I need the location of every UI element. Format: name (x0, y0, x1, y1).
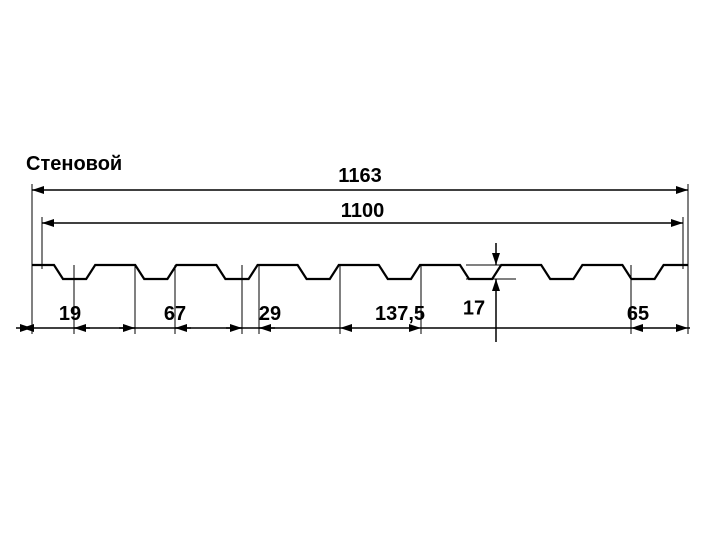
svg-text:1163: 1163 (338, 165, 381, 187)
svg-text:29: 29 (259, 303, 281, 325)
svg-text:19: 19 (59, 303, 81, 325)
svg-text:1100: 1100 (341, 200, 384, 222)
title-text: Стеновой (26, 153, 122, 175)
svg-text:65: 65 (627, 303, 649, 325)
svg-text:67: 67 (164, 303, 186, 325)
svg-text:17: 17 (463, 298, 485, 320)
svg-text:137,5: 137,5 (375, 303, 425, 325)
